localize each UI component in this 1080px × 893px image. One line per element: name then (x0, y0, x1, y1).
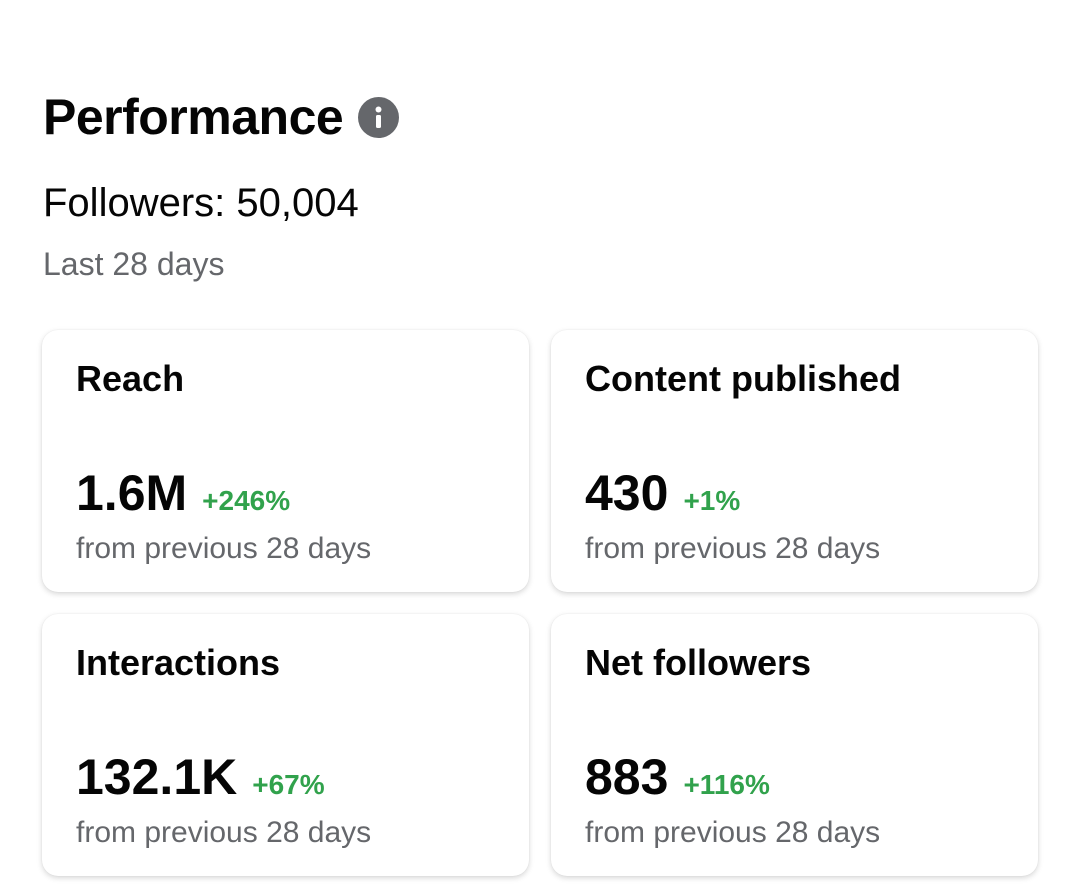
card-value-row: 132.1K +67% (76, 752, 325, 802)
period-label: Last 28 days (43, 246, 225, 282)
metric-value: 132.1K (76, 749, 238, 805)
card-value-row: 1.6M +246% (76, 468, 290, 518)
card-caption: from previous 28 days (585, 532, 881, 565)
card-title: Content published (585, 358, 901, 399)
followers-count: Followers: 50,004 (43, 181, 359, 225)
card-value-row: 883 +116% (585, 752, 770, 802)
card-interactions[interactable]: Interactions 132.1K +67% from previous 2… (42, 614, 529, 876)
metric-change: +116% (683, 769, 770, 800)
metric-value: 430 (585, 465, 669, 521)
card-value-row: 430 +1% (585, 468, 740, 518)
metric-change: +67% (252, 769, 325, 800)
card-reach[interactable]: Reach 1.6M +246% from previous 28 days (42, 330, 529, 592)
card-title: Interactions (76, 642, 281, 683)
card-caption: from previous 28 days (76, 816, 372, 849)
card-net-followers[interactable]: Net followers 883 +116% from previous 28… (551, 614, 1038, 876)
card-caption: from previous 28 days (585, 816, 881, 849)
card-content-published[interactable]: Content published 430 +1% from previous … (551, 330, 1038, 592)
info-icon[interactable] (358, 96, 400, 138)
card-title: Net followers (585, 642, 812, 683)
performance-header: Performance (43, 89, 400, 145)
card-title: Reach (76, 358, 185, 399)
metric-value: 1.6M (76, 465, 188, 521)
card-caption: from previous 28 days (76, 532, 372, 565)
metric-value: 883 (585, 749, 669, 805)
page-title: Performance (43, 89, 344, 145)
metric-change: +246% (202, 485, 291, 516)
info-icon-glyph (375, 106, 382, 128)
metric-change: +1% (683, 485, 741, 516)
